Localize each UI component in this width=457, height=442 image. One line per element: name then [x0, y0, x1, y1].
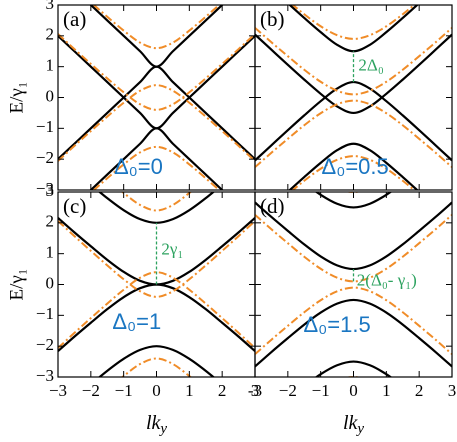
x-tick-label: −2: [279, 381, 297, 400]
band-curve: [255, 33, 452, 115]
y-tick-label: 1: [46, 243, 55, 262]
band-curve: [255, 286, 452, 355]
panel-plot: [58, 5, 255, 190]
x-tick-label: 0: [152, 381, 161, 400]
delta-label: Δ₀=0.5: [322, 154, 389, 179]
band-curve: [255, 201, 452, 271]
x-axis-label-sub: y: [355, 421, 364, 437]
x-axis-label: lky: [343, 412, 364, 438]
x-axis-label-sub: y: [158, 421, 167, 437]
band-curve: [58, 65, 255, 160]
gap-label: 2Δ₀: [358, 56, 383, 75]
x-tick-label: −2: [82, 381, 100, 400]
panel-label: (d): [260, 194, 285, 218]
band-curve: [89, 127, 224, 190]
x-tick-label: -3: [248, 381, 262, 400]
y-tick-label: 2: [46, 25, 55, 44]
y-tick-label: −3: [36, 366, 54, 385]
y-tick-label: 0: [46, 86, 55, 105]
y-tick-label: −3: [36, 179, 54, 198]
x-tick-label: 0: [349, 381, 358, 400]
panel-plot: [255, 192, 452, 377]
band-curve: [255, 99, 452, 168]
x-axis-label-main: lk: [343, 412, 359, 434]
band-curve: [314, 192, 393, 209]
y-tick-label: 2: [46, 212, 55, 231]
band-curve: [314, 360, 393, 377]
band-curve: [255, 298, 452, 368]
panel-frame: [254, 191, 453, 378]
x-tick-label: 2: [218, 381, 227, 400]
band-curve: [255, 214, 452, 283]
y-tick-label: −1: [36, 117, 54, 136]
band-curve: [255, 80, 452, 162]
delta-label: Δ₀=0: [114, 154, 163, 179]
band-curve: [58, 271, 255, 349]
y-axis-label: E/γ₁: [6, 82, 27, 114]
x-tick-label: −1: [115, 381, 133, 400]
y-tick-label: 0: [46, 273, 55, 292]
delta-label: Δ₀=1.5: [303, 312, 370, 337]
gap-label: 2(Δ₀- γ₁): [357, 270, 417, 289]
y-axis-label: E/γ₁: [6, 269, 27, 301]
delta-label: Δ₀=1: [112, 309, 161, 334]
band-curve: [58, 220, 255, 298]
band-curve: [255, 27, 452, 96]
x-axis-label-main: lk: [146, 412, 162, 434]
panel-label: (a): [63, 7, 86, 31]
gap-label: 2γ₁: [161, 239, 183, 258]
x-tick-label: −3: [49, 381, 67, 400]
y-tick-label: −1: [36, 304, 54, 323]
x-tick-label: 1: [382, 381, 391, 400]
y-tick-label: 1: [46, 56, 55, 75]
panel-label: (b): [260, 7, 285, 31]
band-curve: [58, 84, 255, 162]
x-axis-label: lky: [146, 412, 167, 438]
y-tick-label: 3: [46, 0, 55, 13]
band-curve: [58, 33, 255, 111]
band-curve: [97, 192, 216, 224]
band-curve: [97, 345, 216, 377]
y-tick-label: 3: [46, 181, 55, 200]
x-tick-label: 3: [448, 381, 457, 400]
band-curve: [288, 142, 419, 190]
x-tick-label: 3: [251, 381, 260, 400]
x-tick-label: 2: [415, 381, 424, 400]
panel-label: (c): [63, 194, 86, 218]
y-tick-label: −2: [36, 148, 54, 167]
y-tick-label: −2: [36, 335, 54, 354]
x-tick-label: −1: [312, 381, 330, 400]
x-tick-label: 1: [185, 381, 194, 400]
band-curve: [58, 35, 255, 130]
